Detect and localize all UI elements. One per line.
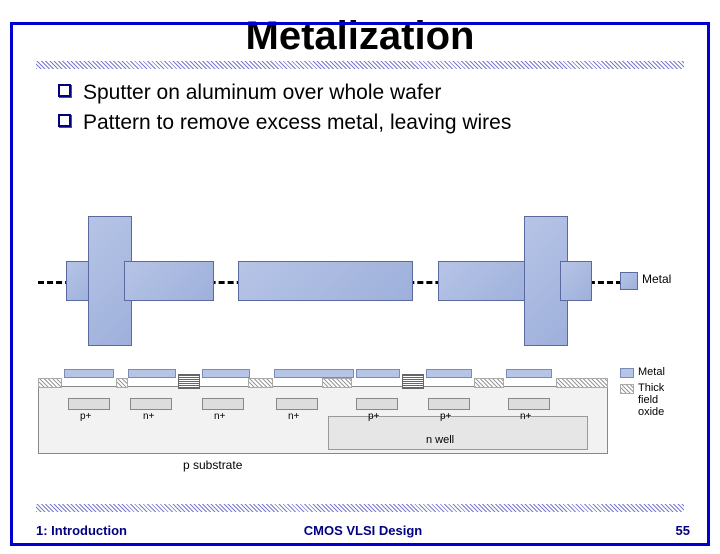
slide-footer: 1: Introduction CMOS VLSI Design 55 bbox=[36, 523, 690, 538]
diffusion-label: n+ bbox=[214, 411, 225, 422]
footer-divider bbox=[36, 504, 684, 512]
metal-trace bbox=[426, 369, 472, 378]
diffusion-label: n+ bbox=[520, 411, 531, 422]
diffusion bbox=[202, 398, 244, 410]
footer-center: CMOS VLSI Design bbox=[36, 523, 690, 538]
field-oxide bbox=[474, 378, 504, 388]
n-well bbox=[328, 416, 588, 450]
field-oxide bbox=[116, 378, 128, 388]
metal-trace bbox=[274, 369, 354, 378]
diffusion-label: n+ bbox=[288, 411, 299, 422]
metal-shape bbox=[438, 261, 532, 301]
metal-shape bbox=[124, 261, 214, 301]
diffusion-label: p+ bbox=[368, 411, 379, 422]
poly-gate bbox=[178, 374, 200, 389]
metal-trace bbox=[128, 369, 176, 378]
metal-shape bbox=[560, 261, 592, 301]
field-oxide bbox=[248, 378, 273, 388]
nwell-label: n well bbox=[426, 434, 454, 446]
diffusion bbox=[428, 398, 470, 410]
metal-legend-swatch bbox=[620, 272, 638, 290]
diffusion-label: n+ bbox=[143, 411, 154, 422]
diagram-area: Metal n well p substrate Metal Thick fie… bbox=[38, 206, 682, 484]
metal-trace bbox=[506, 369, 552, 378]
metal-trace bbox=[202, 369, 250, 378]
metal-legend-swatch bbox=[620, 368, 634, 378]
diffusion bbox=[356, 398, 398, 410]
poly-gate bbox=[402, 374, 424, 389]
diffusion bbox=[68, 398, 110, 410]
metal-legend-label: Metal bbox=[642, 272, 671, 286]
diffusion bbox=[508, 398, 550, 410]
oxide-legend-swatch bbox=[620, 384, 634, 394]
field-oxide bbox=[556, 378, 608, 388]
psub-label: p substrate bbox=[183, 458, 242, 472]
metal-trace bbox=[356, 369, 400, 378]
metal-trace bbox=[64, 369, 114, 378]
field-oxide bbox=[322, 378, 352, 388]
diffusion-label: p+ bbox=[80, 411, 91, 422]
diffusion-label: p+ bbox=[440, 411, 451, 422]
top-view-diagram: Metal bbox=[38, 206, 682, 356]
diffusion bbox=[130, 398, 172, 410]
cs-metal-label: Metal bbox=[638, 366, 665, 378]
diffusion bbox=[276, 398, 318, 410]
cross-section-diagram: n well p substrate Metal Thick field oxi… bbox=[38, 366, 682, 481]
metal-shape bbox=[238, 261, 413, 301]
field-oxide bbox=[38, 378, 62, 388]
cs-oxide-label: Thick field oxide bbox=[638, 382, 682, 418]
